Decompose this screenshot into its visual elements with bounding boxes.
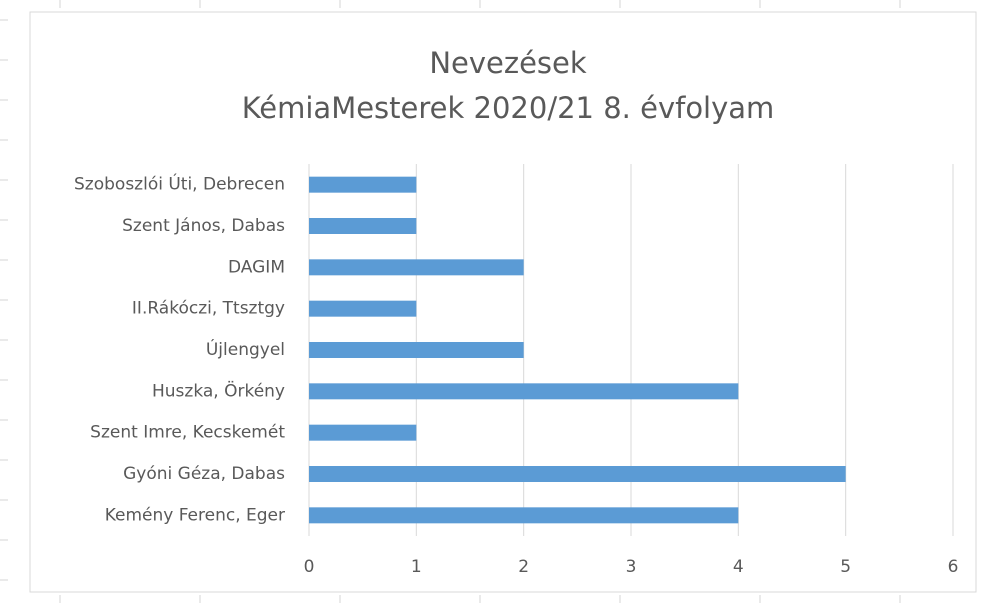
- bar: [309, 466, 846, 482]
- y-tick-label: Szoboszlói Úti, Debrecen: [74, 173, 285, 195]
- chart-area: [29, 11, 977, 593]
- bar: [309, 424, 417, 441]
- bar: [309, 342, 524, 358]
- x-tick-label: 0: [304, 557, 315, 577]
- x-tick-label: 3: [626, 557, 637, 577]
- x-tick-label: 1: [411, 557, 422, 577]
- bar: [309, 259, 524, 276]
- x-tick-label: 4: [733, 557, 744, 577]
- bar: [309, 300, 417, 317]
- sheet-lines: [0, 0, 901, 603]
- y-tick-label: Gyóni Géza, Dabas: [123, 464, 285, 484]
- y-tick-label: Huszka, Örkény: [152, 379, 285, 401]
- x-tick-label: 6: [948, 557, 959, 577]
- y-tick-label: DAGIM: [228, 257, 285, 277]
- x-tick-label: 5: [840, 557, 851, 577]
- y-tick-label: Szent Imre, Kecskemét: [90, 423, 285, 443]
- x-tick-label: 2: [518, 557, 529, 577]
- bar: [309, 507, 739, 524]
- y-tick-label: Szent János, Dabas: [122, 216, 285, 236]
- y-tick-label: Kemény Ferenc, Eger: [105, 505, 285, 525]
- bar: [309, 218, 417, 234]
- bar: [309, 176, 417, 193]
- chart-title: Nevezések: [429, 46, 587, 80]
- y-tick-label: Újlengyel: [206, 338, 285, 360]
- chart-subtitle: KémiaMesterek 2020/21 8. évfolyam: [242, 91, 775, 125]
- y-tick-label: II.Rákóczi, Ttsztgy: [132, 299, 285, 319]
- bar: [309, 383, 739, 400]
